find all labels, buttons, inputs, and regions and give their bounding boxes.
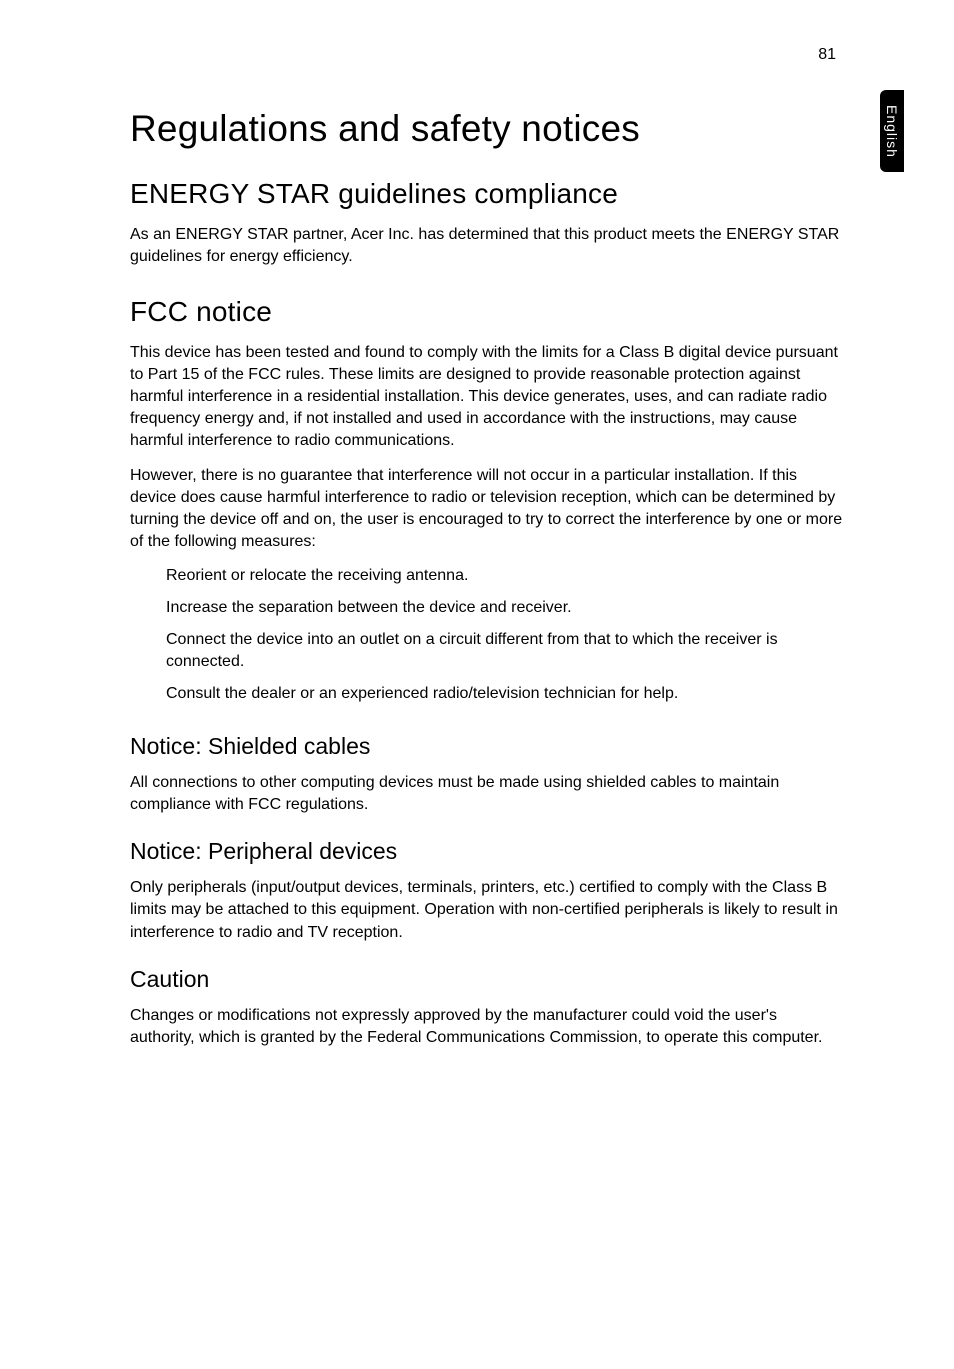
fcc-bullet-list: Reorient or relocate the receiving anten… [130,565,844,705]
language-side-tab: English [880,90,904,172]
page-number: 81 [818,46,836,64]
section-fcc-notice: FCC notice This device has been tested a… [130,296,844,705]
heading-peripheral-devices: Notice: Peripheral devices [130,838,844,865]
page-content: Regulations and safety notices ENERGY ST… [130,108,844,1049]
list-item: Consult the dealer or an experienced rad… [130,683,844,705]
heading-caution: Caution [130,966,844,993]
section-shielded-cables: Notice: Shielded cables All connections … [130,733,844,816]
list-item: Reorient or relocate the receiving anten… [130,565,844,587]
list-item: Connect the device into an outlet on a c… [130,629,844,673]
heading-fcc-notice: FCC notice [130,296,844,328]
paragraph: This device has been tested and found to… [130,342,844,452]
page-title: Regulations and safety notices [130,108,844,150]
section-energy-star: ENERGY STAR guidelines compliance As an … [130,178,844,268]
paragraph: As an ENERGY STAR partner, Acer Inc. has… [130,224,844,268]
paragraph: Changes or modifications not expressly a… [130,1005,844,1049]
language-label: English [884,105,900,158]
paragraph: However, there is no guarantee that inte… [130,465,844,553]
heading-shielded-cables: Notice: Shielded cables [130,733,844,760]
list-item: Increase the separation between the devi… [130,597,844,619]
heading-energy-star: ENERGY STAR guidelines compliance [130,178,844,210]
paragraph: All connections to other computing devic… [130,772,844,816]
section-peripheral-devices: Notice: Peripheral devices Only peripher… [130,838,844,943]
section-caution: Caution Changes or modifications not exp… [130,966,844,1049]
paragraph: Only peripherals (input/output devices, … [130,877,844,943]
